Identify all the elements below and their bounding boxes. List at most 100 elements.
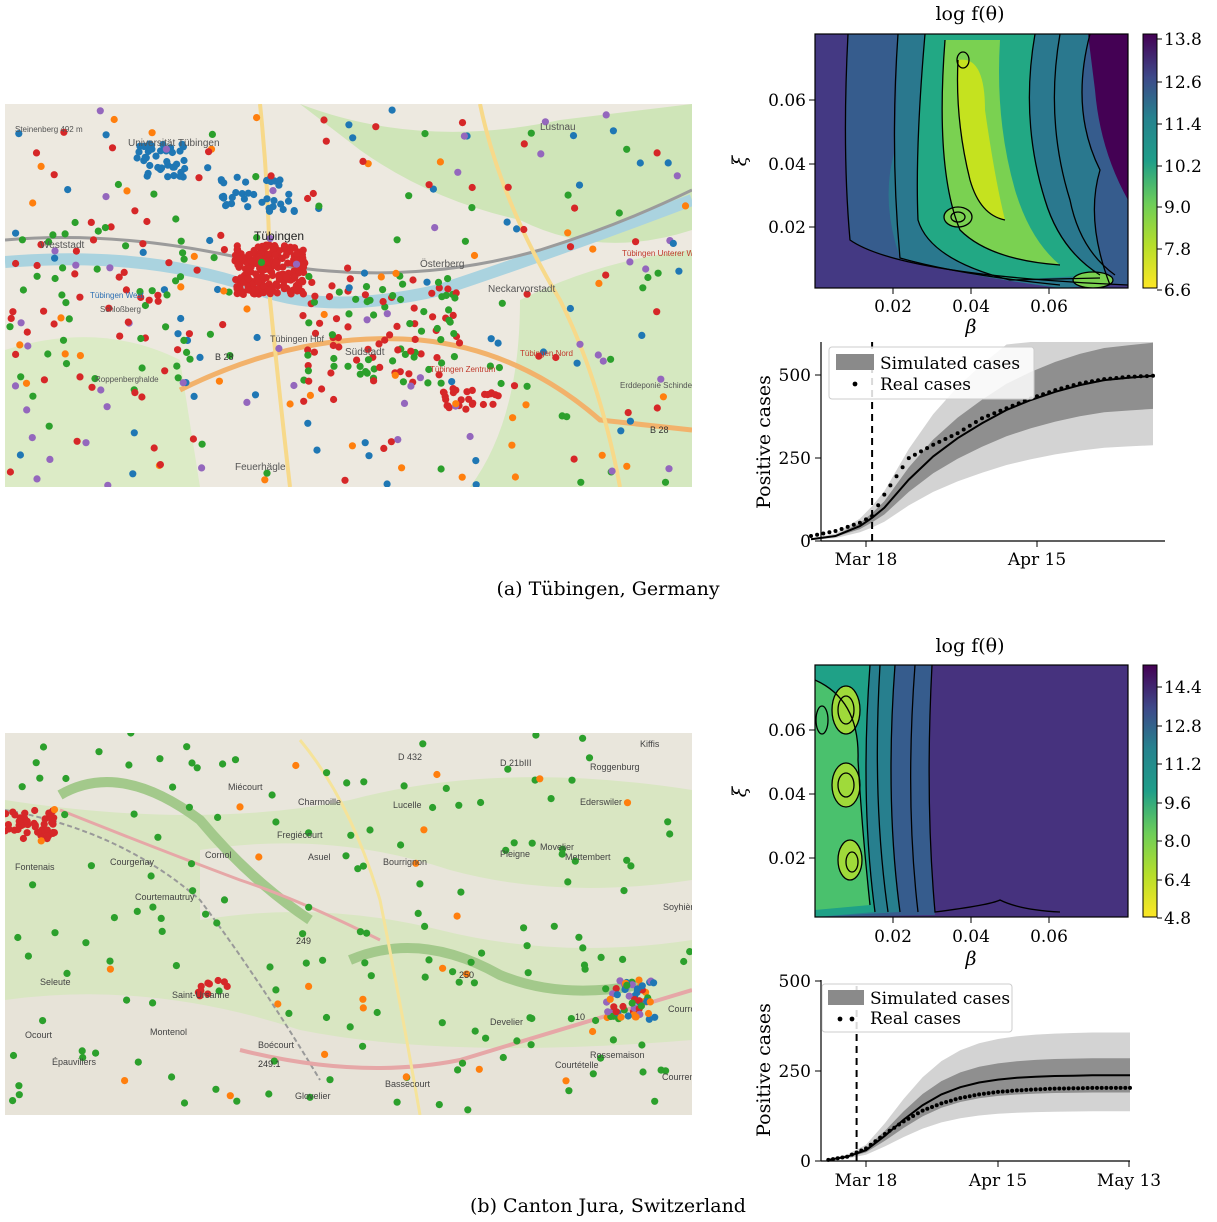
case-marker [180, 156, 188, 165]
panel-b: D 432 D 21bIII Kiffis Roggenburg Miécour… [2, 635, 1202, 1217]
case-marker [258, 198, 266, 206]
case-marker [346, 1023, 354, 1031]
case-marker [576, 340, 584, 348]
case-marker [465, 395, 473, 403]
case-marker [566, 243, 575, 251]
real-case-point [958, 1096, 963, 1100]
map-label: Develier [490, 1017, 523, 1027]
real-case-point [906, 1116, 911, 1121]
case-marker [43, 832, 51, 840]
real-case-point [1071, 383, 1076, 388]
case-marker [279, 263, 287, 271]
case-marker [158, 927, 166, 936]
case-marker [46, 455, 54, 463]
colorbar-ticks: 13.8 12.6 11.4 10.2 9.0 7.8 6.6 [1157, 30, 1202, 301]
map-label: D 432 [398, 752, 422, 762]
case-marker [400, 782, 408, 790]
case-marker [156, 461, 164, 469]
case-marker [328, 282, 336, 290]
map-label: Roggenburg [590, 762, 640, 772]
cases-yticks: 0 250 500 [779, 366, 821, 552]
real-case-point [1062, 1086, 1066, 1091]
contour-yticks: 0.06 0.04 0.02 [768, 721, 815, 869]
case-marker [598, 451, 606, 459]
map-forest-band [348, 943, 641, 996]
case-marker [329, 341, 337, 350]
case-marker [325, 293, 334, 301]
case-marker [599, 357, 607, 365]
x-tick-label: 0.06 [1030, 927, 1068, 947]
legend-label-simulated: Simulated cases [870, 989, 1010, 1009]
case-marker [399, 280, 407, 288]
case-marker [104, 481, 112, 487]
real-case-point [897, 1122, 901, 1127]
case-marker [349, 134, 357, 142]
case-marker [145, 296, 153, 304]
case-marker [190, 392, 198, 400]
case-marker [59, 264, 67, 272]
case-marker [62, 299, 70, 307]
case-marker [445, 306, 453, 314]
case-marker [162, 145, 170, 153]
case-marker [150, 190, 158, 198]
contour-xticks: 0.02 0.04 0.06 [874, 288, 1068, 317]
real-case-point [1014, 1088, 1019, 1093]
case-marker [628, 981, 636, 989]
real-case-point [1077, 381, 1082, 386]
case-marker [120, 268, 128, 276]
case-marker [37, 162, 45, 170]
case-marker [541, 118, 550, 126]
case-marker [304, 194, 312, 203]
case-marker [139, 248, 147, 256]
case-marker [180, 1099, 189, 1107]
case-marker [440, 389, 448, 397]
case-marker [268, 791, 276, 799]
colorbar-tick-label: 4.8 [1164, 909, 1191, 929]
case-marker [280, 282, 288, 290]
case-marker [272, 280, 280, 288]
case-marker [345, 284, 353, 292]
case-marker [306, 1093, 314, 1101]
real-case-point [949, 434, 954, 439]
case-marker [9, 808, 17, 816]
map-tubingen[interactable]: Tübingen Lustnau Universität Tübingen We… [5, 104, 716, 489]
case-marker [362, 283, 371, 291]
legend-swatch-simulated [836, 354, 874, 370]
cases-xticks: Mar 18 Apr 15 [835, 541, 1066, 570]
case-marker [187, 860, 196, 868]
case-marker [626, 417, 635, 425]
case-marker [226, 352, 234, 360]
real-case-point [1114, 376, 1119, 380]
case-marker [419, 740, 427, 748]
case-marker [471, 1027, 479, 1035]
legend-box [828, 346, 1035, 400]
real-case-point [930, 1105, 934, 1109]
case-marker [330, 354, 338, 363]
case-marker [189, 435, 197, 443]
inner-band [811, 342, 1153, 540]
case-marker [177, 283, 185, 291]
case-marker [138, 364, 146, 372]
case-marker [134, 1058, 142, 1066]
case-marker [675, 267, 683, 275]
case-marker [305, 829, 313, 837]
contour-xticks: 0.02 0.04 0.06 [874, 917, 1068, 947]
case-marker [76, 293, 84, 301]
case-marker [458, 119, 467, 127]
case-marker [346, 275, 354, 283]
colorbar-tick-label: 6.4 [1164, 871, 1191, 891]
case-marker [124, 318, 132, 326]
case-marker [23, 817, 31, 825]
case-marker [421, 922, 429, 931]
map-label: Courtételle [555, 1060, 599, 1070]
case-marker [189, 887, 197, 895]
case-marker [651, 1013, 659, 1021]
map-jura[interactable]: D 432 D 21bIII Kiffis Roggenburg Miécour… [2, 729, 709, 1115]
case-marker [680, 957, 688, 966]
case-marker [409, 276, 417, 284]
case-marker [347, 831, 355, 839]
case-marker [617, 427, 625, 435]
case-marker [571, 857, 579, 865]
case-marker [326, 1076, 334, 1084]
case-marker [609, 127, 618, 135]
